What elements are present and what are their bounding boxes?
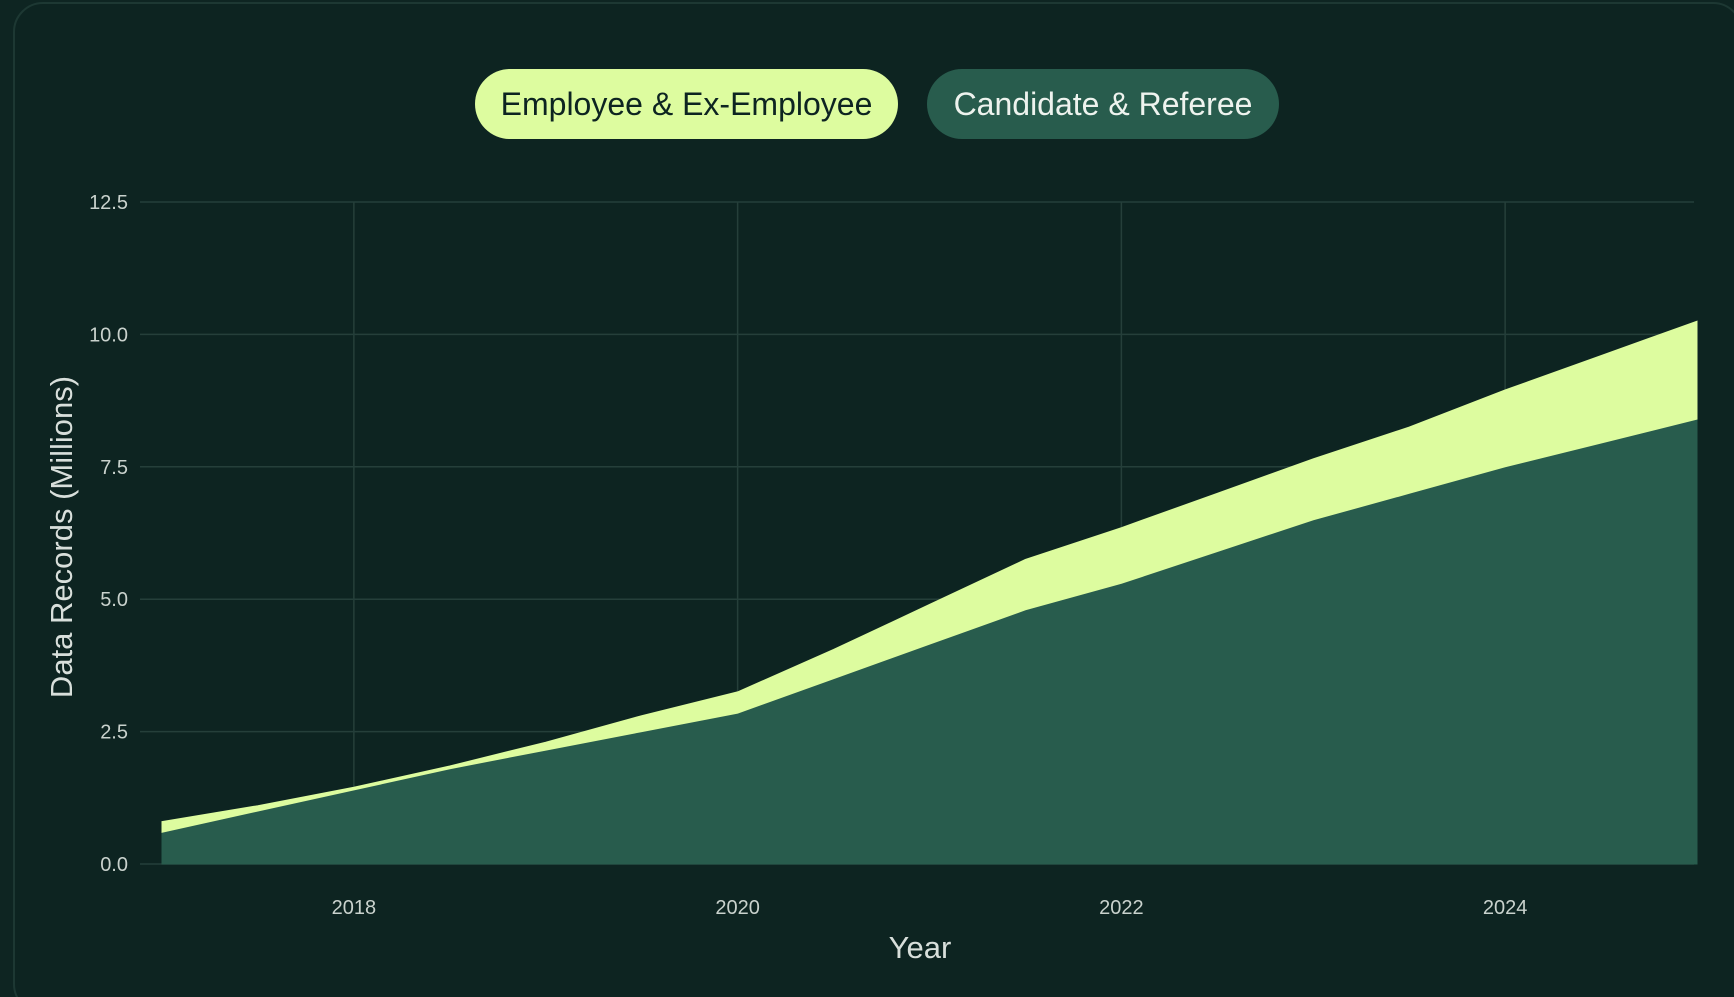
legend-employee-button[interactable]: Employee & Ex-Employee [475, 69, 898, 139]
legend-candidate-button[interactable]: Candidate & Referee [927, 69, 1279, 139]
x-tick-label: 2018 [332, 897, 377, 919]
y-tick-label: 7.5 [100, 457, 128, 479]
areas [161, 320, 1698, 865]
y-tick-label: 10.0 [89, 324, 128, 346]
y-tick-label: 0.0 [100, 854, 128, 876]
y-tick-label: 5.0 [100, 589, 128, 611]
y-tick-label: 12.5 [89, 192, 128, 214]
y-axis-ticks: 0.0 2.5 5.0 7.5 10.0 12.5 [89, 192, 128, 876]
x-tick-label: 2022 [1099, 897, 1144, 919]
area-employee-ex-employee [161, 320, 1698, 833]
x-axis-ticks: 2018 2020 2022 2024 [332, 897, 1528, 919]
x-axis-title: Year [889, 930, 952, 965]
y-axis-title: Data Records (Millions) [44, 376, 79, 698]
x-tick-label: 2024 [1483, 897, 1528, 919]
legend: Employee & Ex-Employee Candidate & Refer… [0, 69, 1734, 139]
x-tick-label: 2020 [715, 897, 760, 919]
y-tick-label: 2.5 [100, 722, 128, 744]
